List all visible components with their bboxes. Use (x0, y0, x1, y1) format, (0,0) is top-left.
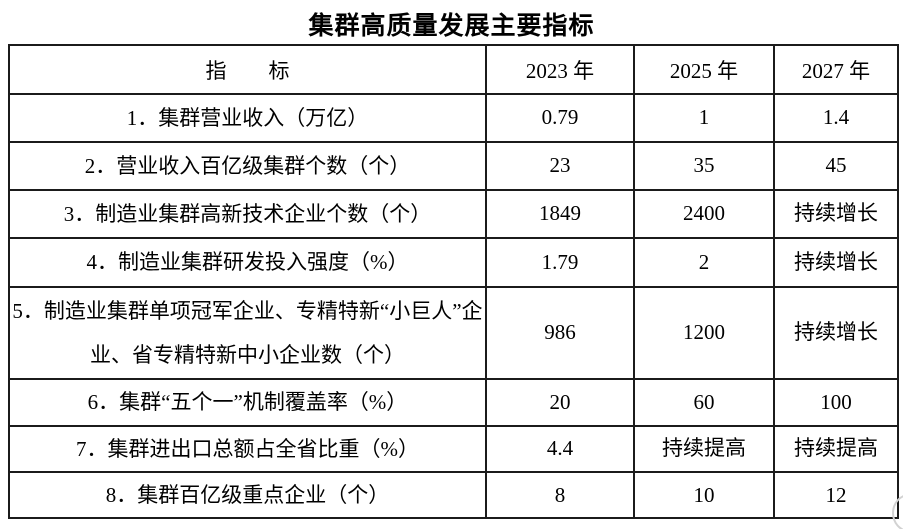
table-row: 2．营业收入百亿级集群个数（个） 23 35 45 (8, 141, 899, 191)
table-row: 5．制造业集群单项冠军企业、专精特新“小巨人”企业、省专精特新中小企业数（个） … (8, 286, 899, 380)
value-2023: 1.79 (485, 237, 635, 288)
value-2023: 20 (485, 378, 635, 427)
col-header-2027: 2027 年 (773, 44, 899, 95)
table-row: 7．集群进出口总额占全省比重（%） 4.4 持续提高 持续提高 (8, 424, 899, 474)
value-2027: 持续增长 (773, 237, 899, 288)
indicators-table: 指 标 2023 年 2025 年 2027 年 1．集群营业收入（万亿） 0.… (8, 44, 899, 520)
indicator-cell: 3．制造业集群高新技术企业个数（个） (8, 189, 487, 239)
header-row: 指 标 2023 年 2025 年 2027 年 (8, 44, 899, 95)
col-header-indicator: 指 标 (8, 44, 487, 95)
indicator-cell: 1．集群营业收入（万亿） (8, 93, 487, 143)
value-2023: 1849 (485, 189, 635, 239)
table-row: 3．制造业集群高新技术企业个数（个） 1849 2400 持续增长 (8, 189, 899, 239)
value-2025: 2400 (633, 189, 775, 239)
value-2027: 12 (773, 471, 899, 520)
col-header-2023: 2023 年 (485, 44, 635, 95)
table-title: 集群高质量发展主要指标 (308, 12, 595, 40)
value-2023: 4.4 (485, 424, 635, 474)
value-2027: 持续增长 (773, 286, 899, 380)
value-2023: 986 (485, 286, 635, 380)
indicator-cell: 8．集群百亿级重点企业（个） (8, 471, 487, 520)
table-row: 1．集群营业收入（万亿） 0.79 1 1.4 (8, 93, 899, 143)
value-2025: 1200 (633, 286, 775, 380)
indicator-cell: 6．集群“五个一”机制覆盖率（%） (8, 378, 487, 427)
table-row: 8．集群百亿级重点企业（个） 8 10 12 (8, 471, 899, 520)
indicator-cell: 5．制造业集群单项冠军企业、专精特新“小巨人”企业、省专精特新中小企业数（个） (8, 286, 487, 380)
col-header-2025: 2025 年 (633, 44, 775, 95)
value-2025: 1 (633, 93, 775, 143)
indicator-cell: 4．制造业集群研发投入强度（%） (8, 237, 487, 288)
value-2027: 100 (773, 378, 899, 427)
value-2027: 持续增长 (773, 189, 899, 239)
value-2025: 2 (633, 237, 775, 288)
value-2027: 45 (773, 141, 899, 191)
value-2025: 10 (633, 471, 775, 520)
value-2025: 持续提高 (633, 424, 775, 474)
table-row: 4．制造业集群研发投入强度（%） 1.79 2 持续增长 (8, 237, 899, 288)
value-2023: 23 (485, 141, 635, 191)
table-row: 6．集群“五个一”机制覆盖率（%） 20 60 100 (8, 378, 899, 427)
indicator-cell: 2．营业收入百亿级集群个数（个） (8, 141, 487, 191)
value-2023: 0.79 (485, 93, 635, 143)
value-2023: 8 (485, 471, 635, 520)
value-2025: 60 (633, 378, 775, 427)
value-2027: 持续提高 (773, 424, 899, 474)
value-2025: 35 (633, 141, 775, 191)
value-2027: 1.4 (773, 93, 899, 143)
indicator-cell: 7．集群进出口总额占全省比重（%） (8, 424, 487, 474)
